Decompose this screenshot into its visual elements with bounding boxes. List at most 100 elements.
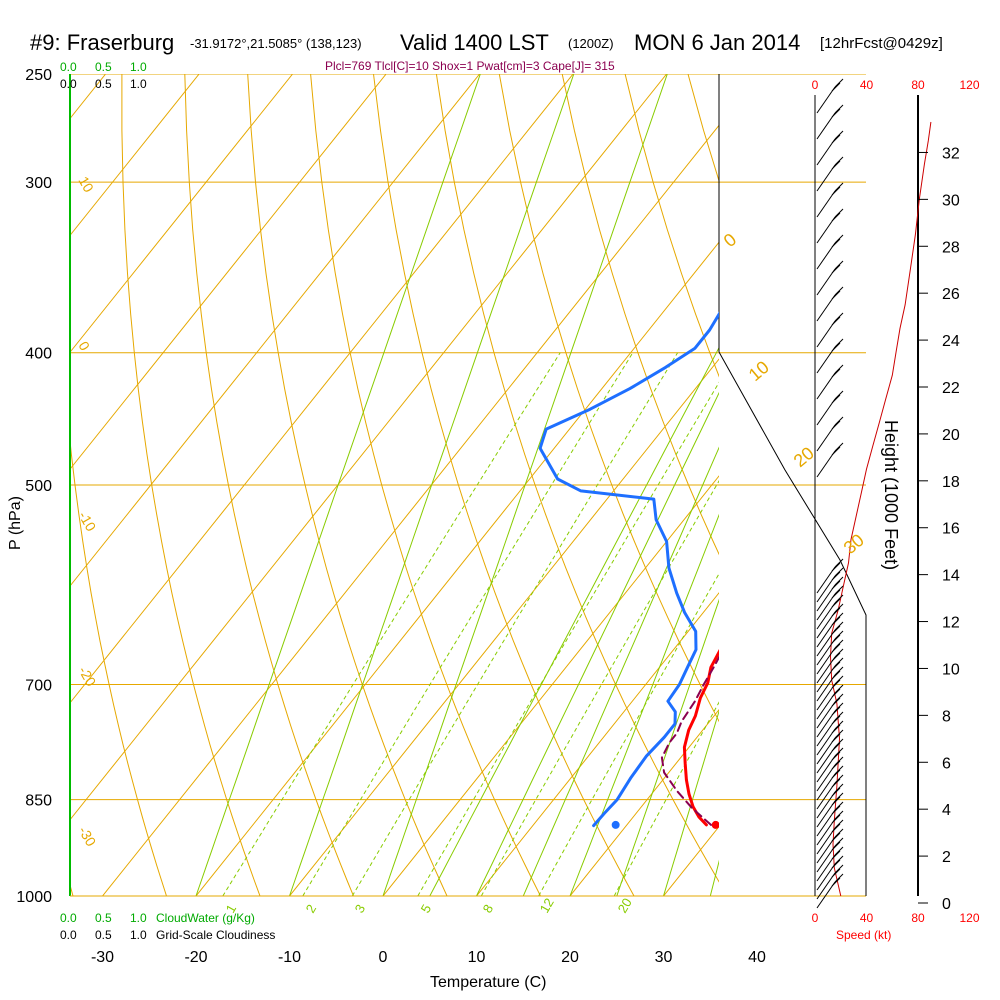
- wind-barb-flag: [831, 724, 841, 734]
- isotherm-line: [289, 358, 719, 896]
- height-tick-label: 18: [942, 474, 960, 491]
- cloud-tick-label: 0.0: [60, 911, 77, 925]
- wind-layer: [816, 78, 932, 909]
- wind-barb-flag: [834, 338, 844, 348]
- wind-barb-flag: [831, 868, 841, 878]
- dry-adiabat: [561, 74, 719, 556]
- wind-barb-flag: [831, 796, 841, 806]
- wind-barb-flag: [831, 368, 841, 378]
- wind-barb: [816, 320, 836, 348]
- wind-barb-flag: [831, 661, 841, 671]
- wind-barb-flag: [834, 621, 844, 631]
- station-title: #9: Fraserburg: [30, 30, 174, 55]
- wind-barb-flag: [834, 612, 844, 622]
- mixing-ratio-line: [302, 352, 634, 896]
- wind-barb-flag: [834, 130, 844, 140]
- wind-barb-flag: [831, 850, 841, 860]
- wind-barb-flag: [831, 616, 841, 626]
- wind-barb: [816, 782, 836, 810]
- zulu-text: (1200Z): [568, 36, 614, 51]
- wind-barb: [816, 710, 836, 738]
- moist-adiabat: [382, 74, 668, 896]
- wind-barb-flag: [834, 801, 844, 811]
- dewpoint-surface-marker: [611, 820, 620, 829]
- wind-barb-flag: [834, 693, 844, 703]
- pressure-tick-label: 850: [25, 793, 52, 810]
- wind-barb-flag: [834, 585, 844, 595]
- wind-barb-flag: [834, 810, 844, 820]
- wind-barb-flag: [834, 774, 844, 784]
- wind-barb-flag: [834, 234, 844, 244]
- wind-barb-flag: [834, 182, 844, 192]
- mixing-ratio-line: [538, 572, 719, 896]
- wind-barb-flag: [831, 264, 841, 274]
- pressure-tick-label: 1000: [16, 889, 52, 906]
- isotherm-line: [382, 475, 719, 896]
- height-tick-label: 30: [942, 192, 960, 209]
- pressure-tick-label: 250: [25, 67, 52, 84]
- wind-barb-flag: [834, 702, 844, 712]
- wind-barb: [816, 112, 836, 140]
- wind-barb-flag: [831, 562, 841, 572]
- height-tick-label: 26: [942, 286, 960, 303]
- dry-adiabat: [498, 74, 719, 723]
- coords-text: -31.9172°,21.5085° (138,123): [190, 36, 362, 51]
- mixing-ratio-line: [480, 480, 719, 896]
- dry-adiabat: [624, 74, 719, 378]
- wind-barb: [816, 791, 836, 819]
- wind-barb: [816, 872, 836, 900]
- wind-barb-flag: [834, 819, 844, 829]
- isotherm-line: [70, 74, 574, 704]
- wind-barb: [816, 647, 836, 675]
- wind-barb: [816, 450, 836, 478]
- wind-barb-flag: [834, 756, 844, 766]
- wind-barb-flag: [834, 720, 844, 730]
- wind-barb-flag: [834, 630, 844, 640]
- wind-barb-flag: [834, 286, 844, 296]
- speed-tick-label: 40: [860, 911, 874, 925]
- wind-barb-flag: [831, 342, 841, 352]
- mixing-ratio-line: [417, 381, 719, 896]
- wind-barb-flag: [834, 104, 844, 114]
- wind-barb: [816, 593, 836, 621]
- wind-barb: [816, 611, 836, 639]
- x-axis-label: Temperature (C): [430, 974, 546, 991]
- dry-adiabat: [70, 436, 167, 896]
- wind-barb: [816, 242, 836, 270]
- isotherm-line: [70, 74, 480, 587]
- isotherm-line: [70, 74, 387, 470]
- wind-barb: [816, 602, 836, 630]
- height-tick-label: 10: [942, 661, 960, 678]
- mixing-ratio-line: [222, 352, 561, 896]
- dry-adiabat: [373, 74, 635, 896]
- wind-barb: [816, 346, 836, 374]
- wind-barb-flag: [831, 634, 841, 644]
- wind-barb-flag: [834, 442, 844, 452]
- cloud-tick-label: 0.0: [60, 60, 77, 74]
- wind-barb-flag: [834, 855, 844, 865]
- speed-axis-label: Speed (kt): [836, 928, 891, 942]
- wind-barb-flag: [834, 390, 844, 400]
- wind-barb: [816, 746, 836, 774]
- height-tick-label: 20: [942, 427, 960, 444]
- wind-barb-flag: [831, 715, 841, 725]
- temp-tick-label: 0: [379, 949, 388, 966]
- wind-barb-flag: [831, 805, 841, 815]
- wind-barb: [816, 620, 836, 648]
- wind-barb: [816, 719, 836, 747]
- wind-barb-flag: [831, 316, 841, 326]
- wind-barb-flag: [834, 364, 844, 374]
- wind-barb: [816, 372, 836, 400]
- cloud-tick-label: 1.0: [130, 911, 147, 925]
- wind-barb-flag: [834, 738, 844, 748]
- wind-barb-flag: [834, 846, 844, 856]
- wind-barb-flag: [834, 312, 844, 322]
- wind-barb: [816, 584, 836, 612]
- wind-barb-flag: [834, 675, 844, 685]
- temp-tick-label: 30: [655, 949, 673, 966]
- height-tick-label: 14: [942, 568, 960, 585]
- wind-barb: [816, 818, 836, 846]
- isotherm-line: [70, 74, 200, 237]
- wind-barb-flag: [834, 765, 844, 775]
- wind-barb-flag: [831, 420, 841, 430]
